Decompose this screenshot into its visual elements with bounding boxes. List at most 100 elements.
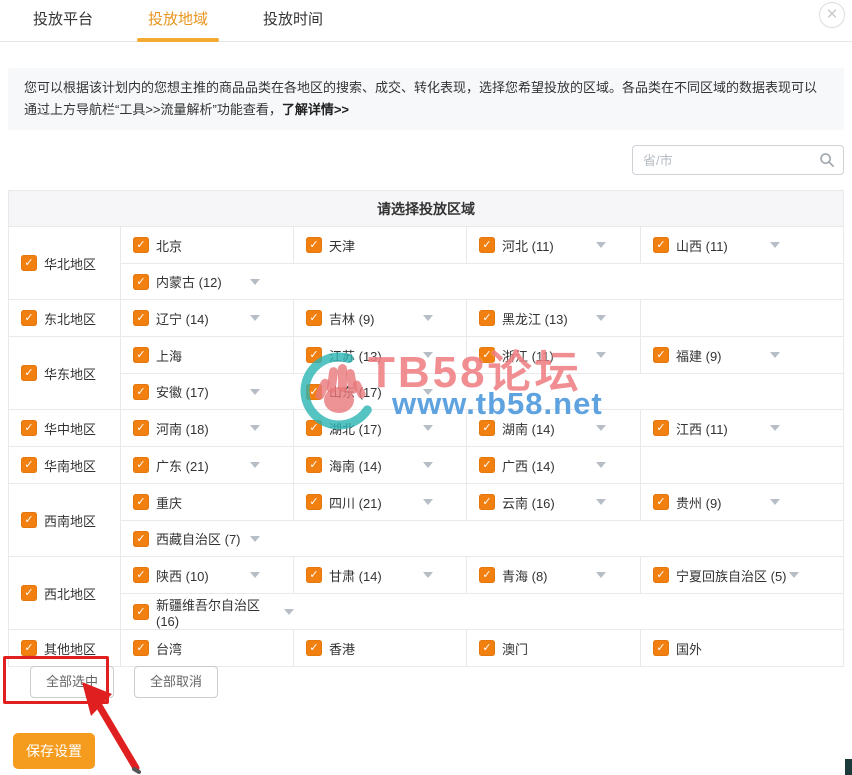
checkbox-checked-icon[interactable]: ✓ <box>653 494 669 510</box>
tab-delivery-time[interactable]: 投放时间 <box>263 11 324 28</box>
checkbox-checked-icon[interactable]: ✓ <box>21 585 37 601</box>
province-cell[interactable]: ✓ 四川 (21) <box>294 484 467 520</box>
chevron-down-icon[interactable] <box>250 315 260 321</box>
chevron-down-icon[interactable] <box>770 352 780 358</box>
chevron-down-icon[interactable] <box>596 425 606 431</box>
checkbox-checked-icon[interactable]: ✓ <box>306 457 322 473</box>
select-all-button[interactable]: 全部选中 <box>30 666 115 698</box>
checkbox-checked-icon[interactable]: ✓ <box>306 567 322 583</box>
chevron-down-icon[interactable] <box>284 608 294 615</box>
checkbox-checked-icon[interactable]: ✓ <box>21 365 37 381</box>
checkbox-checked-icon[interactable]: ✓ <box>133 310 149 326</box>
province-cell[interactable]: ✓ 湖南 (14) <box>467 410 641 446</box>
checkbox-checked-icon[interactable]: ✓ <box>653 347 669 363</box>
checkbox-checked-icon[interactable]: ✓ <box>21 255 37 271</box>
checkbox-checked-icon[interactable]: ✓ <box>133 530 149 547</box>
province-cell[interactable]: ✓ 湖北 (17) <box>294 410 467 446</box>
checkbox-checked-icon[interactable]: ✓ <box>133 273 149 290</box>
province-cell[interactable]: ✓ 海南 (14) <box>294 447 467 483</box>
search-input[interactable] <box>643 152 819 168</box>
province-cell[interactable]: ✓ 陕西 (10) <box>121 557 294 593</box>
chevron-down-icon[interactable] <box>596 499 606 505</box>
checkbox-checked-icon[interactable]: ✓ <box>133 457 149 473</box>
checkbox-checked-icon[interactable]: ✓ <box>306 640 322 656</box>
province-cell[interactable]: ✓ 广东 (21) <box>121 447 294 483</box>
province-cell[interactable]: ✓ 甘肃 (14) <box>294 557 467 593</box>
checkbox-checked-icon[interactable]: ✓ <box>21 512 37 528</box>
chevron-down-icon[interactable] <box>250 462 260 468</box>
learn-more-link[interactable]: 了解详情>> <box>281 102 350 117</box>
checkbox-checked-icon[interactable]: ✓ <box>306 383 322 400</box>
chevron-down-icon[interactable] <box>423 315 433 321</box>
chevron-down-icon[interactable] <box>788 572 799 578</box>
chevron-down-icon[interactable] <box>770 425 780 431</box>
province-cell[interactable]: ✓ 国外 <box>641 630 843 666</box>
province-cell[interactable]: ✓ 辽宁 (14) <box>121 300 294 336</box>
checkbox-checked-icon[interactable]: ✓ <box>653 237 669 253</box>
chevron-down-icon[interactable] <box>250 388 260 395</box>
tab-delivery-platform[interactable]: 投放平台 <box>33 11 94 28</box>
province-cell[interactable]: ✓ 天津 <box>294 227 467 263</box>
chevron-down-icon[interactable] <box>770 499 780 505</box>
checkbox-checked-icon[interactable]: ✓ <box>21 640 37 656</box>
chevron-down-icon[interactable] <box>423 352 433 358</box>
chevron-down-icon[interactable] <box>770 242 780 248</box>
tab-delivery-region[interactable]: 投放地域 <box>137 0 220 42</box>
province-cell[interactable]: ✓ 重庆 <box>121 484 294 520</box>
checkbox-checked-icon[interactable]: ✓ <box>653 567 669 583</box>
province-cell[interactable]: ✓ 江苏 (13) <box>294 337 467 373</box>
checkbox-checked-icon[interactable]: ✓ <box>653 640 669 656</box>
chevron-down-icon[interactable] <box>596 462 606 468</box>
province-cell[interactable]: ✓ 河北 (11) <box>467 227 641 263</box>
checkbox-checked-icon[interactable]: ✓ <box>133 420 149 436</box>
checkbox-checked-icon[interactable]: ✓ <box>133 603 149 620</box>
province-cell[interactable]: ✓ 澳门 <box>467 630 641 666</box>
checkbox-checked-icon[interactable]: ✓ <box>479 310 495 326</box>
province-cell[interactable]: ✓ 内蒙古 (12) <box>121 264 294 299</box>
province-cell[interactable]: ✓ 浙江 (11) <box>467 337 641 373</box>
checkbox-checked-icon[interactable]: ✓ <box>479 347 495 363</box>
checkbox-checked-icon[interactable]: ✓ <box>133 494 149 510</box>
chevron-down-icon[interactable] <box>250 425 260 431</box>
checkbox-checked-icon[interactable]: ✓ <box>21 420 37 436</box>
checkbox-checked-icon[interactable]: ✓ <box>479 420 495 436</box>
close-icon[interactable]: ✕ <box>819 2 845 28</box>
province-cell[interactable]: ✓ 安徽 (17) <box>121 374 294 409</box>
chevron-down-icon[interactable] <box>250 278 260 285</box>
checkbox-checked-icon[interactable]: ✓ <box>133 237 149 253</box>
checkbox-checked-icon[interactable]: ✓ <box>306 494 322 510</box>
checkbox-checked-icon[interactable]: ✓ <box>479 237 495 253</box>
province-cell[interactable]: ✓ 山西 (11) <box>641 227 843 263</box>
province-cell[interactable]: ✓ 广西 (14) <box>467 447 641 483</box>
checkbox-checked-icon[interactable]: ✓ <box>133 383 149 400</box>
checkbox-checked-icon[interactable]: ✓ <box>479 567 495 583</box>
checkbox-checked-icon[interactable]: ✓ <box>479 640 495 656</box>
checkbox-checked-icon[interactable]: ✓ <box>133 347 149 363</box>
chevron-down-icon[interactable] <box>423 499 433 505</box>
chevron-down-icon[interactable] <box>596 352 606 358</box>
checkbox-checked-icon[interactable]: ✓ <box>306 347 322 363</box>
province-cell[interactable]: ✓ 黑龙江 (13) <box>467 300 641 336</box>
province-cell[interactable]: ✓ 河南 (18) <box>121 410 294 446</box>
province-cell[interactable]: ✓ 西藏自治区 (7) <box>121 521 294 556</box>
checkbox-checked-icon[interactable]: ✓ <box>653 420 669 436</box>
province-cell[interactable]: ✓ 福建 (9) <box>641 337 843 373</box>
checkbox-checked-icon[interactable]: ✓ <box>133 640 149 656</box>
checkbox-checked-icon[interactable]: ✓ <box>21 310 37 326</box>
province-cell[interactable]: ✓ 北京 <box>121 227 294 263</box>
province-cell[interactable]: ✓ 香港 <box>294 630 467 666</box>
chevron-down-icon[interactable] <box>423 425 433 431</box>
province-cell[interactable]: ✓ 宁夏回族自治区 (5) <box>641 557 843 593</box>
province-cell[interactable]: ✓ 吉林 (9) <box>294 300 467 336</box>
province-cell[interactable]: ✓ 台湾 <box>121 630 294 666</box>
cancel-all-button[interactable]: 全部取消 <box>134 666 219 698</box>
chevron-down-icon[interactable] <box>596 242 606 248</box>
checkbox-checked-icon[interactable]: ✓ <box>133 567 149 583</box>
chevron-down-icon[interactable] <box>423 572 433 578</box>
chevron-down-icon[interactable] <box>596 315 606 321</box>
province-cell[interactable]: ✓ 新疆维吾尔自治区 (16) <box>121 594 294 629</box>
province-cell[interactable]: ✓ 云南 (16) <box>467 484 641 520</box>
province-cell[interactable]: ✓ 上海 <box>121 337 294 373</box>
chevron-down-icon[interactable] <box>596 572 606 578</box>
checkbox-checked-icon[interactable]: ✓ <box>306 420 322 436</box>
